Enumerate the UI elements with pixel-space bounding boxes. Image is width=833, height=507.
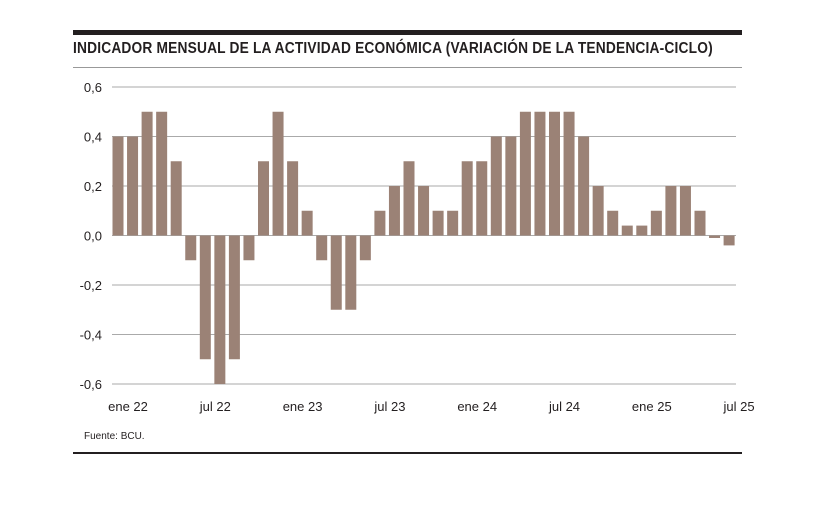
bar-mar-23: [316, 235, 328, 261]
bar-dic-24: [621, 225, 633, 236]
bar-mar-24: [490, 136, 502, 236]
x-tick-label: ene 25: [632, 399, 672, 414]
y-tick-label: -0,4: [80, 328, 102, 343]
y-tick-label: -0,2: [80, 278, 102, 293]
bar-ago-24: [563, 111, 575, 236]
bar-may-25: [694, 210, 706, 236]
bar-mar-25: [665, 186, 677, 236]
bar-ene-24: [461, 161, 473, 236]
x-tick-label: ene 22: [108, 399, 148, 414]
bar-abr-24: [505, 136, 517, 236]
bar-jul-22: [199, 235, 211, 360]
x-tick-label: jul 22: [199, 399, 231, 414]
bar-oct-24: [592, 186, 604, 236]
bar-jun-24: [534, 111, 546, 236]
x-tick-label: ene 24: [457, 399, 497, 414]
y-tick-label: 0,0: [84, 229, 102, 244]
bar-may-23: [345, 235, 357, 310]
x-tick-label: ene 23: [283, 399, 323, 414]
bar-sep-23: [403, 161, 415, 236]
y-tick-label: 0,2: [84, 179, 102, 194]
bar-feb-23: [301, 210, 313, 236]
bar-ene-22: [112, 136, 124, 236]
bar-jun-25: [709, 235, 721, 238]
bar-ene-25: [636, 225, 648, 236]
bar-jun-22: [185, 235, 197, 261]
x-tick-label: jul 23: [373, 399, 405, 414]
source-note: Fuente: BCU.: [84, 431, 145, 442]
bar-jul-24: [549, 111, 560, 236]
y-tick-label: -0,6: [80, 377, 102, 392]
bar-jul-23: [374, 210, 386, 236]
bar-dic-22: [272, 111, 284, 236]
bar-ago-22: [214, 235, 226, 384]
bar-abr-25: [679, 186, 691, 236]
bar-feb-22: [127, 136, 139, 236]
bar-feb-24: [476, 161, 488, 236]
bar-abr-22: [156, 111, 168, 236]
bar-oct-23: [418, 186, 430, 236]
bar-jun-23: [359, 235, 371, 261]
bar-nov-24: [607, 210, 619, 236]
bar-oct-22: [243, 235, 255, 261]
y-tick-label: 0,6: [84, 80, 102, 95]
bar-ene-23: [287, 161, 299, 236]
bar-nov-22: [258, 161, 269, 236]
x-tick-label: jul 25: [723, 399, 755, 414]
title-divider: [73, 67, 742, 68]
bar-feb-25: [650, 210, 662, 236]
bar-may-22: [170, 161, 182, 236]
bar-nov-23: [432, 210, 444, 236]
bar-sep-22: [228, 235, 240, 360]
bottom-rule: [73, 452, 742, 454]
bar-ago-23: [388, 186, 400, 236]
x-tick-label: jul 24: [548, 399, 580, 414]
y-tick-label: 0,4: [84, 130, 102, 145]
bar-jul-25: [723, 235, 735, 246]
bar-abr-23: [330, 235, 342, 310]
bar-mar-22: [141, 111, 153, 236]
bar-may-24: [519, 111, 531, 236]
chart-title: INDICADOR MENSUAL DE LA ACTIVIDAD ECONÓM…: [73, 40, 713, 57]
top-rule: [73, 30, 742, 35]
bar-dic-23: [447, 210, 459, 236]
bar-sep-24: [578, 136, 590, 236]
